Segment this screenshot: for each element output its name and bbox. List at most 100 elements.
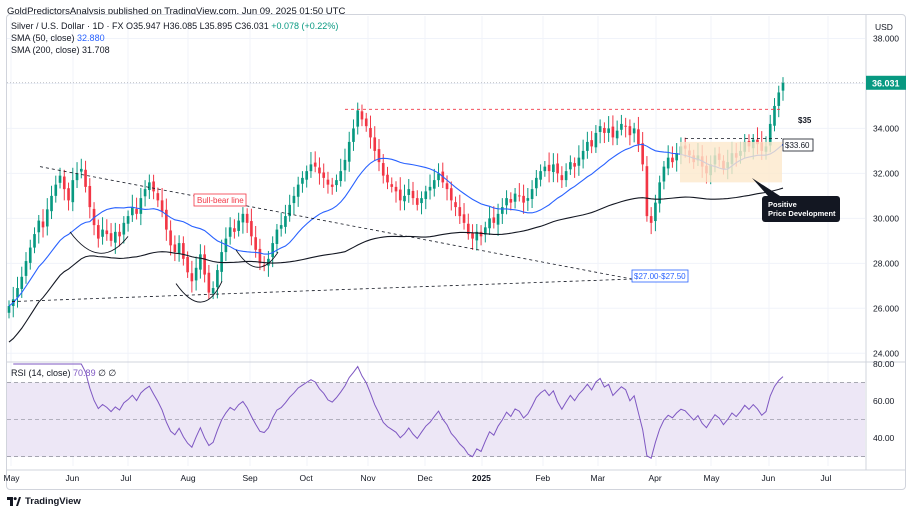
price-tick-label: 26.000 (873, 303, 899, 313)
candle-body (54, 184, 58, 196)
rsi-line (13, 363, 784, 459)
time-tick-label: Jun (762, 473, 776, 483)
candle-body (228, 227, 232, 237)
candle-body (377, 149, 381, 163)
candle-body (220, 252, 223, 272)
candle-body (781, 82, 785, 91)
candle-body (356, 110, 360, 127)
candle-body (386, 174, 389, 183)
candle-body (564, 171, 568, 181)
candle-body (211, 288, 215, 294)
candle-body (586, 141, 589, 151)
time-tick-label: May (4, 473, 21, 483)
candle-body (301, 177, 304, 184)
candle-body (501, 207, 504, 214)
candle-body (296, 184, 300, 197)
symbol-name: Silver / U.S. Dollar · 1D · FX (11, 21, 124, 31)
last-price-label: 36.031 (872, 78, 900, 88)
last-price-tag (866, 75, 906, 90)
sma50-row: SMA (50, close) 32.880 (11, 33, 105, 43)
candle-body (658, 182, 661, 204)
candle-body (394, 186, 398, 192)
candle-body (156, 193, 160, 201)
candle-body (135, 208, 138, 214)
candle-body (449, 188, 453, 201)
candle-body (207, 272, 211, 293)
candle-body (483, 227, 487, 235)
callout-label: Price Development (768, 209, 836, 218)
candle-body (58, 175, 62, 183)
candle-body (237, 220, 240, 231)
candle-body (109, 233, 113, 241)
candle-body (428, 186, 432, 191)
candle-body (543, 166, 547, 172)
candle-body (7, 306, 11, 313)
tradingview-brand: TradingView (25, 496, 81, 507)
candle-body (143, 189, 147, 197)
time-tick-label: Aug (181, 473, 196, 483)
candle-body (199, 254, 202, 270)
candle-body (547, 164, 551, 172)
candle-body (407, 189, 411, 195)
candle-body (50, 195, 53, 212)
candle-body (126, 216, 130, 224)
candle-body (666, 157, 670, 169)
time-tick-label: Feb (536, 473, 551, 483)
candle-body (445, 183, 449, 190)
rsi-tick-label: 40.00 (873, 433, 895, 443)
candle-body (96, 225, 100, 239)
candle-body (62, 176, 66, 190)
candle-body (535, 177, 538, 189)
ohlc-close: C36.031 (234, 21, 269, 31)
candle-body (177, 243, 181, 254)
publisher-line: GoldPredictorsAnalysis published on Trad… (7, 6, 346, 17)
candle-body (352, 128, 355, 142)
candle-body (624, 125, 627, 127)
rsi-value: 70.89 (73, 368, 96, 378)
candle-body (369, 127, 372, 138)
candle-body (28, 247, 32, 263)
tradingview-logo-icon (7, 497, 21, 506)
candle-body (105, 230, 109, 235)
candle-body (526, 198, 530, 201)
ohlc-open: O35.947 (126, 21, 161, 31)
currency-label: USD (875, 22, 893, 32)
candle-body (84, 169, 87, 187)
time-tick-label: Mar (591, 473, 606, 483)
price-tick-label: 30.000 (873, 213, 899, 223)
price-tick-label: 32.000 (873, 168, 899, 178)
candle-body (216, 270, 219, 288)
callout-box (762, 196, 840, 222)
candle-body (590, 140, 593, 147)
candle-body (373, 137, 377, 151)
candle-body (611, 126, 615, 138)
candle-body (615, 130, 619, 139)
rsi-extra: ∅ ∅ (98, 368, 117, 378)
candle-body (475, 231, 479, 241)
ohlc-low: L35.895 (199, 21, 233, 31)
candle-body (271, 243, 274, 258)
candle-body (45, 209, 49, 227)
candle-body (88, 185, 92, 208)
candle-body (411, 190, 415, 199)
candle-body (479, 231, 483, 237)
candle-body (496, 213, 500, 225)
candle-body (165, 209, 168, 230)
candle-body (773, 105, 776, 126)
candle-body (454, 202, 457, 208)
candle-body (233, 228, 236, 232)
candle-body (71, 180, 75, 203)
time-tick-label: Sep (243, 473, 258, 483)
candle-body (41, 221, 45, 228)
candle-body (505, 198, 508, 206)
time-tick-label: May (704, 473, 721, 483)
tradingview-footer[interactable]: TradingView (7, 496, 81, 507)
sma50-line (8, 143, 784, 307)
candle-body (148, 182, 151, 191)
candle-body (552, 164, 555, 173)
candle-body (415, 198, 419, 205)
candle-body (556, 163, 559, 174)
candle-body (471, 233, 474, 239)
price-tick-label: 38.000 (873, 33, 899, 43)
